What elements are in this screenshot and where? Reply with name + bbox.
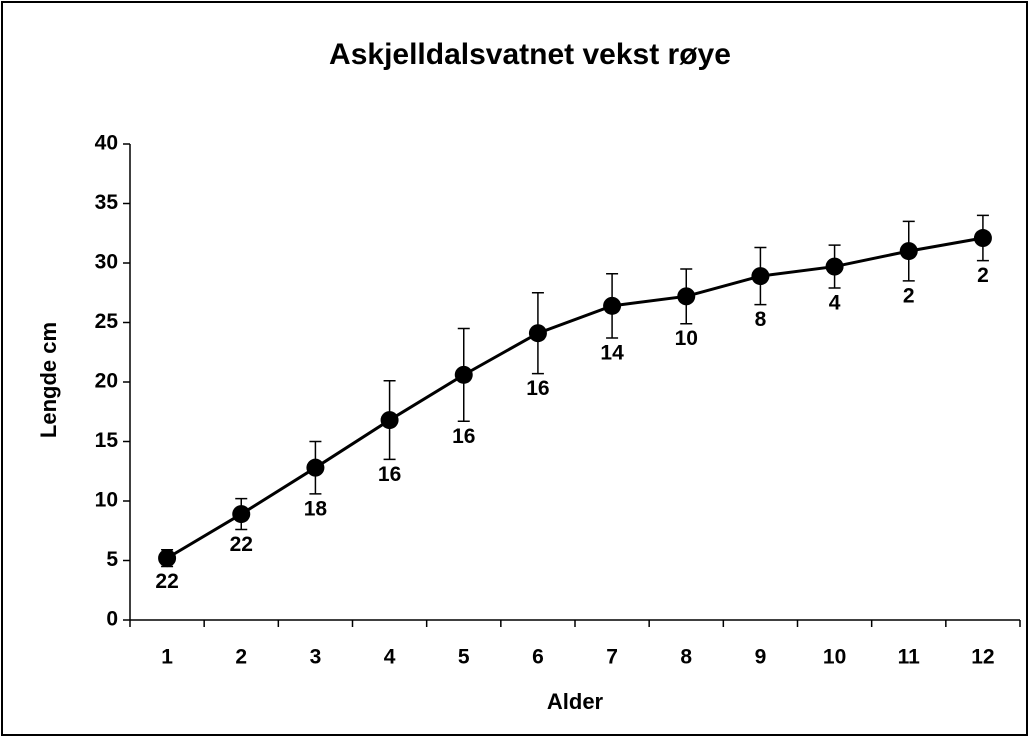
y-tick-label: 25	[95, 310, 119, 333]
x-tick-label: 11	[898, 646, 921, 669]
data-point	[232, 505, 251, 524]
x-axis-label: Alder	[547, 689, 604, 714]
y-tick-label: 40	[95, 132, 118, 155]
data-point	[158, 549, 177, 568]
data-point	[751, 267, 770, 286]
x-tick-label: 12	[971, 646, 994, 669]
data-point	[380, 411, 399, 430]
data-label: 8	[755, 308, 767, 331]
data-label: 4	[829, 292, 841, 315]
x-tick-label: 9	[755, 646, 767, 669]
data-label: 2	[903, 284, 915, 307]
data-label: 16	[452, 425, 475, 448]
data-point	[825, 257, 844, 276]
x-tick-label: 3	[310, 646, 322, 669]
data-label: 22	[230, 533, 253, 556]
chart-title: Askjelldalsvatnet vekst røye	[329, 38, 731, 71]
data-point	[454, 365, 473, 384]
x-tick-label: 2	[235, 646, 247, 669]
data-point	[973, 229, 992, 248]
data-label: 16	[378, 463, 401, 486]
data-label: 2	[977, 264, 989, 287]
y-tick-label: 15	[95, 429, 119, 452]
y-tick-label: 5	[106, 548, 118, 571]
x-tick-label: 1	[161, 646, 173, 669]
data-label: 22	[155, 570, 178, 593]
y-tick-label: 10	[95, 489, 118, 512]
data-label: 16	[526, 377, 549, 400]
x-tick-label: 10	[823, 646, 846, 669]
x-tick-label: 8	[680, 646, 692, 669]
y-axis-label: Lengde cm	[36, 322, 61, 438]
data-label: 10	[675, 327, 698, 350]
x-tick-label: 7	[606, 646, 618, 669]
y-tick-label: 20	[95, 370, 118, 393]
data-label: 14	[600, 342, 624, 365]
y-tick-label: 35	[95, 191, 119, 214]
data-point	[528, 324, 547, 343]
x-tick-label: 6	[532, 646, 544, 669]
y-tick-label: 0	[106, 608, 118, 631]
y-tick-label: 30	[95, 251, 118, 274]
data-point	[306, 458, 325, 477]
data-point	[899, 242, 918, 261]
x-tick-label: 5	[458, 646, 470, 669]
data-point	[677, 287, 696, 306]
series-line	[166, 236, 984, 560]
x-tick-label: 4	[384, 646, 396, 669]
data-point	[603, 296, 622, 315]
data-label: 18	[304, 497, 328, 520]
